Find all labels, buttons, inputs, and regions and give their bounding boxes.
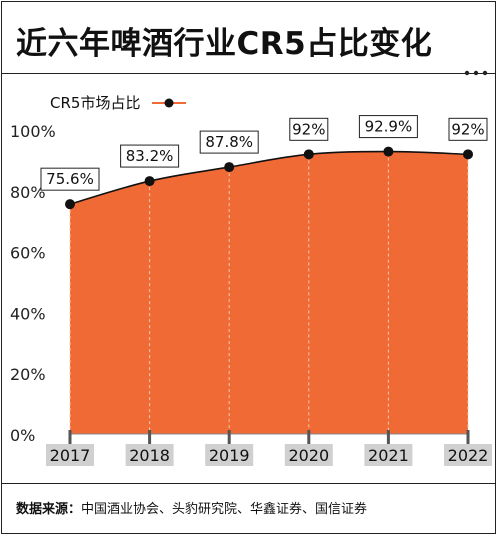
x-tick-label: 2019 — [209, 446, 250, 465]
x-tick-badge-2021 — [364, 444, 413, 466]
data-point-2020 — [303, 149, 314, 160]
x-tick-label: 2017 — [50, 446, 91, 465]
x-tick-label: 2020 — [288, 446, 329, 465]
x-tick-badge-2018 — [125, 444, 174, 466]
data-label-2022: 92% — [451, 120, 484, 138]
series-line — [69, 150, 469, 205]
data-point-2017 — [65, 199, 75, 210]
data-label-box-2017 — [40, 167, 100, 191]
data-point-2022 — [463, 149, 473, 160]
x-tick-label: 2021 — [368, 446, 409, 465]
source-text: 中国酒业协会、头豹研究院、华鑫证券、国信证券 — [81, 502, 368, 517]
x-tick-mark-2018 — [148, 430, 152, 444]
y-tick-label: 80% — [10, 183, 46, 202]
y-tick-label: 100% — [10, 122, 56, 141]
x-tick-label: 2018 — [129, 446, 170, 465]
data-label-box-2020 — [289, 117, 329, 141]
x-tick-mark-2019 — [227, 430, 231, 444]
chart-title: 近六年啤酒行业CR5占比变化 — [16, 26, 433, 62]
y-tick-label: 60% — [10, 244, 46, 263]
title-divider — [2, 73, 495, 74]
x-tick-badge-2020 — [284, 444, 333, 466]
x-tick-badge-2022 — [444, 444, 492, 466]
data-label-2021: 92.9% — [365, 118, 413, 136]
x-tick-mark-2020 — [307, 430, 311, 444]
x-tick-badge-2017 — [46, 444, 94, 466]
data-point-2019 — [224, 162, 235, 173]
data-label-box-2022 — [448, 117, 488, 141]
source-note: 数据来源：中国酒业协会、头豹研究院、华鑫证券、国信证券 — [16, 498, 367, 517]
data-label-2018: 83.2% — [126, 147, 174, 165]
data-label-2020: 92% — [292, 120, 325, 138]
area-chart: 0% 20% 40% 60% 80% 100% 75.6% 83.2% 87.8% 92% 92.9… — [10, 94, 492, 466]
legend-label: CR5市场占比 — [50, 94, 140, 112]
y-tick-label: 0% — [10, 426, 35, 445]
data-label-box-2018 — [120, 144, 180, 168]
data-point-2021 — [383, 146, 394, 157]
x-tick-badge-2019 — [205, 444, 254, 466]
legend-marker — [164, 98, 174, 108]
data-label-box-2021 — [358, 115, 418, 139]
source-label: 数据来源： — [16, 502, 82, 517]
data-label-2019: 87.8% — [205, 133, 253, 151]
x-tick-mark-2022 — [466, 430, 470, 444]
data-label-2017: 75.6% — [46, 170, 94, 188]
data-point-2018 — [144, 176, 155, 187]
x-tick-mark-2021 — [386, 430, 390, 444]
area-fill — [70, 151, 468, 434]
footer-divider — [2, 483, 495, 484]
y-tick-label: 40% — [10, 304, 46, 323]
data-label-box-2019 — [199, 130, 259, 154]
x-tick-mark-2017 — [68, 430, 72, 444]
y-tick-label: 20% — [10, 365, 46, 384]
x-tick-label: 2022 — [448, 446, 489, 465]
